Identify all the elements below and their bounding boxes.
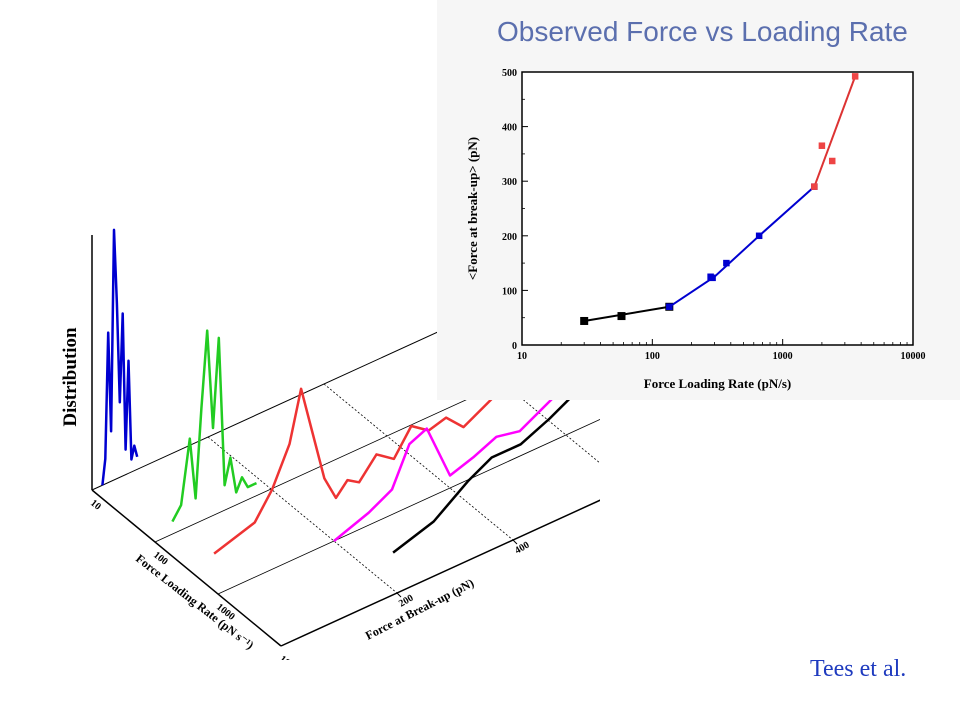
y-tick-label: 300 — [502, 177, 517, 188]
data-point — [828, 157, 836, 165]
data-point — [723, 259, 730, 267]
y-axis-label: <Force at break-up> (pN) — [465, 137, 480, 280]
rate-axis-line — [91, 489, 282, 647]
data-point — [755, 232, 763, 240]
force-tick — [396, 592, 402, 598]
rate-axis-label: Force Loading Rate (pN s⁻¹) — [133, 551, 256, 652]
red-distribution-trace — [213, 380, 511, 555]
plot-frame — [521, 71, 914, 346]
floor-grid-line — [323, 383, 514, 541]
data-point — [818, 142, 826, 149]
data-point — [666, 303, 673, 311]
blue-fit-line — [668, 185, 816, 308]
fit_red-fit-line — [813, 76, 857, 188]
x-tick-label: 10 — [517, 351, 527, 362]
y-tick-label: 400 — [502, 123, 517, 134]
force-axis-line — [280, 499, 600, 647]
blue-distribution-trace — [101, 228, 139, 486]
data-point — [580, 316, 589, 325]
fit_red-series — [811, 73, 859, 190]
y-tick-label: 100 — [502, 286, 517, 297]
rate-tick-label: 10 — [88, 498, 103, 513]
floor-grid-line — [217, 419, 600, 595]
y-tick-label: 0 — [512, 341, 517, 352]
x-tick-label: 100 — [645, 351, 660, 362]
magenta-distribution-trace — [333, 384, 567, 542]
y-tick-label: 200 — [502, 232, 517, 243]
x-tick-label: 10000 — [901, 351, 926, 362]
black-distribution-trace — [392, 394, 574, 554]
force-axis-label: Force at Break-up (pN) — [363, 576, 476, 643]
data-point — [811, 183, 818, 190]
data-point — [709, 274, 716, 282]
black-fit-line — [584, 305, 670, 322]
z-axis-label: Distribution — [60, 327, 81, 427]
force-vs-rate-panel: Observed Force vs Loading Rate 10 100 1000… — [437, 0, 960, 400]
rate-tick-label: 10000 — [277, 654, 303, 660]
y-tick-label: 500 — [502, 68, 517, 79]
green-distribution-trace — [171, 329, 258, 523]
chart-title: Observed Force vs Loading Rate — [497, 16, 908, 47]
x-axis-label: Force Loading Rate (pN/s) — [644, 376, 791, 391]
data-point — [851, 73, 859, 80]
credit-text: Tees et al. — [810, 656, 907, 682]
force-tick — [512, 539, 518, 545]
data-point — [617, 312, 626, 321]
x-tick-label: 1000 — [773, 351, 793, 362]
force-vs-rate-chart: 10 100 1000 10000 0 100 200 300 400 500 Force Load… — [465, 68, 926, 391]
floor-grid-line — [207, 436, 398, 594]
